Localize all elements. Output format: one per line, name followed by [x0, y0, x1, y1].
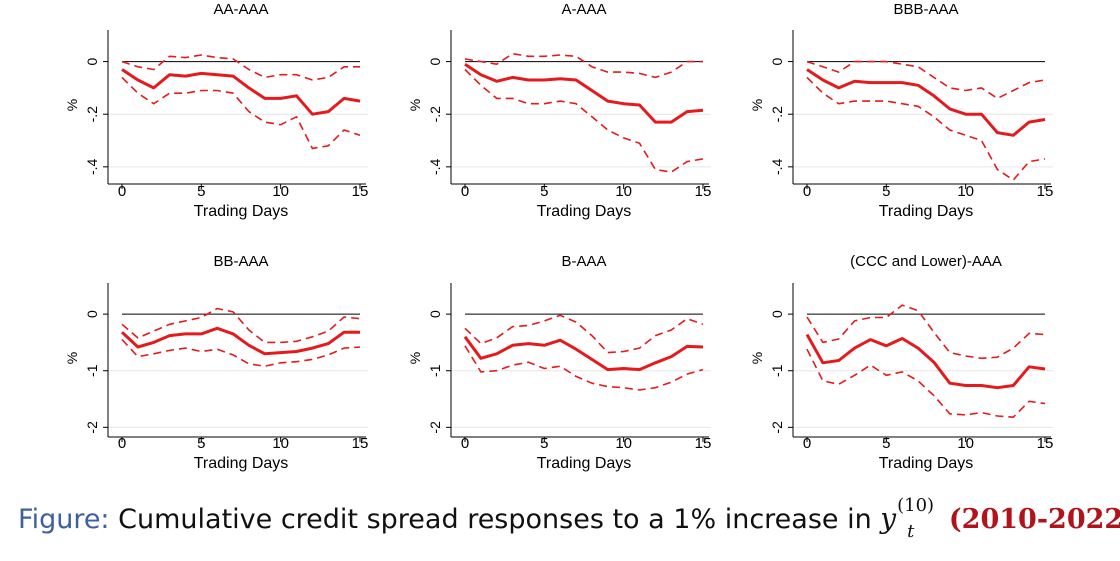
chart-panel: (CCC and Lower)-AAA 0 -1 -2% 0 5 10 15 Trading D…: [749, 253, 1053, 472]
x-tick-label: 10: [957, 435, 974, 452]
series-line-band: [121, 76, 361, 150]
y-axis-label: %: [407, 352, 423, 364]
chart-panel: BBB-AAA 0 -.2 -.4% 0 5 10 15 Trading Days: [749, 1, 1053, 220]
figure-caption: Figure: Cumulative credit spread respons…: [18, 495, 1120, 554]
y-tick-label: -.4: [769, 158, 785, 175]
x-tick-label: 15: [695, 435, 712, 452]
chart-panel: A-AAA 0 -.2 -.4% 0 5 10 15 Trading Days: [407, 1, 711, 220]
y-tick-label: -2: [84, 421, 100, 434]
series-line-band: [806, 60, 1046, 100]
caption-variable-symbol: y: [880, 502, 897, 535]
x-tick-label: 10: [615, 183, 632, 200]
y-tick-label: 0: [427, 310, 443, 318]
y-tick-label: 0: [84, 310, 100, 318]
x-tick-label: 15: [352, 435, 369, 452]
chart-title: AA-AAA: [213, 1, 268, 18]
y-tick-label: -1: [84, 364, 100, 377]
series-line-band: [121, 54, 360, 81]
caption-lead: Figure:: [18, 504, 110, 535]
series-line-band: [121, 339, 361, 368]
x-axis-label: Trading Days: [537, 455, 632, 472]
y-axis-label: %: [749, 99, 765, 111]
series-line-band: [806, 76, 1046, 181]
series-line-band: [464, 52, 703, 79]
x-tick-label: 15: [352, 183, 369, 200]
y-tick-label: -.2: [84, 106, 100, 123]
y-tick-label: 0: [769, 57, 785, 65]
chart-panel: BB-AAA 0 -1 -2% 0 5 10 15 Trading Days: [64, 253, 368, 472]
x-tick-label: 5: [882, 435, 890, 452]
chart-title: (CCC and Lower)-AAA: [850, 253, 1002, 270]
x-tick-label: 0: [461, 435, 469, 452]
x-tick-label: 5: [882, 183, 890, 200]
y-axis-label: %: [64, 99, 80, 111]
caption-variable: y(10) t: [880, 495, 940, 542]
y-tick-label: -1: [769, 364, 785, 377]
x-tick-label: 5: [540, 183, 548, 200]
series-line-band: [806, 348, 1046, 419]
y-tick-label: -.2: [769, 106, 785, 123]
y-tick-label: 0: [84, 57, 100, 65]
x-tick-label: 10: [957, 183, 974, 200]
chart-title: A-AAA: [561, 1, 606, 18]
chart-title: BBB-AAA: [893, 1, 958, 18]
x-axis-label: Trading Days: [879, 203, 974, 220]
y-tick-label: -2: [427, 421, 443, 434]
x-tick-label: 0: [118, 435, 126, 452]
x-tick-label: 15: [1037, 183, 1054, 200]
x-tick-label: 5: [197, 183, 205, 200]
series-line-band: [464, 345, 704, 391]
x-axis-label: Trading Days: [194, 203, 289, 220]
series-line-band: [464, 314, 704, 354]
caption-variable-superscript: (10): [897, 495, 935, 516]
y-tick-label: -.4: [427, 158, 443, 175]
chart-panel: AA-AAA 0 -.2 -.4% 0 5 10 15 Trading Days: [64, 1, 368, 220]
chart-title: BB-AAA: [213, 253, 268, 270]
y-axis-label: %: [749, 352, 765, 364]
series-line-estimate: [464, 62, 704, 124]
x-tick-label: 15: [1037, 435, 1054, 452]
x-tick-label: 0: [803, 183, 811, 200]
series-line-estimate: [806, 68, 1046, 137]
chart-panel: B-AAA 0 -1 -2% 0 5 10 15 Trading Days: [407, 253, 711, 472]
y-axis-label: %: [64, 352, 80, 364]
x-tick-label: 0: [118, 183, 126, 200]
caption-text: Cumulative credit spread responses to a …: [118, 504, 872, 535]
x-tick-label: 10: [615, 435, 632, 452]
x-axis-label: Trading Days: [879, 455, 974, 472]
series-line-band: [464, 68, 704, 173]
series-line-estimate: [463, 335, 704, 372]
y-axis-label: %: [407, 99, 423, 111]
series-line-band: [806, 304, 1046, 360]
series-line-band: [121, 307, 361, 344]
x-axis-label: Trading Days: [537, 203, 632, 220]
x-tick-label: 0: [803, 435, 811, 452]
x-tick-label: 5: [197, 435, 205, 452]
chart-grid: AA-AAA 0 -.2 -.4% 0 5 10 15 Trading Days A-AAA 0 -.…: [64, 1, 1053, 472]
y-tick-label: -2: [769, 421, 785, 434]
x-tick-label: 10: [272, 435, 289, 452]
x-tick-label: 10: [272, 183, 289, 200]
y-tick-label: 0: [769, 310, 785, 318]
x-tick-label: 0: [461, 183, 469, 200]
caption-period: (2010-2022): [948, 504, 1120, 535]
x-tick-label: 15: [695, 183, 712, 200]
y-tick-label: -.4: [84, 158, 100, 175]
x-tick-label: 5: [540, 435, 548, 452]
caption-variable-subscript: t: [907, 521, 915, 542]
y-tick-label: 0: [427, 57, 443, 65]
y-tick-label: -1: [427, 364, 443, 377]
y-tick-label: -.2: [427, 106, 443, 123]
series-line-estimate: [120, 326, 360, 356]
series-line-estimate: [121, 68, 361, 116]
series-line-estimate: [805, 333, 1046, 390]
chart-title: B-AAA: [561, 253, 606, 270]
x-axis-label: Trading Days: [194, 455, 289, 472]
